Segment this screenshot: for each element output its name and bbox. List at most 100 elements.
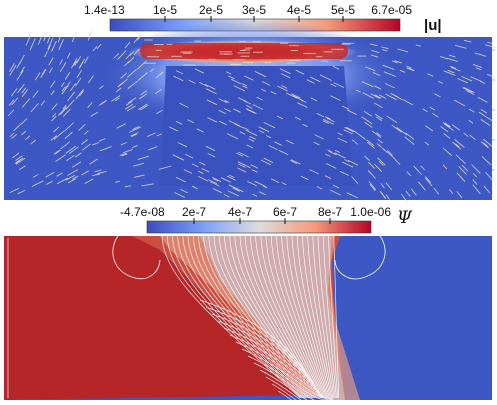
velocity-arrow — [478, 111, 484, 116]
velocity-arrow — [310, 76, 321, 83]
velocity-arrow — [66, 155, 75, 162]
streamline — [271, 383, 333, 405]
velocity-arrow — [68, 146, 79, 154]
velocity-arrow — [396, 127, 408, 136]
streamline — [259, 369, 331, 405]
velocity-arrow — [463, 132, 469, 138]
velocity-arrow — [98, 138, 106, 142]
velocity-arrow — [297, 102, 308, 108]
velocity-arrow — [127, 80, 138, 89]
velocity-field-panel — [4, 20, 497, 204]
velocity-arrow — [59, 59, 63, 65]
velocity-arrow — [120, 72, 127, 79]
streamline — [247, 355, 329, 400]
velocity-arrow — [87, 29, 93, 41]
velocity-arrow — [245, 129, 258, 137]
velocity-arrow — [131, 145, 138, 149]
velocity-arrow — [256, 96, 263, 101]
velocity-arrow — [233, 85, 246, 92]
streamline — [234, 235, 317, 399]
velocity-arrow — [442, 164, 448, 170]
velocity-arrow — [371, 49, 380, 54]
streamline — [322, 235, 337, 399]
velocity-arrow — [92, 46, 98, 52]
streamline — [203, 235, 310, 399]
velocity-arrow — [146, 132, 156, 138]
velocity-arrow — [116, 123, 126, 129]
velocity-arrow — [418, 181, 426, 191]
velocity-arrow — [18, 165, 26, 171]
velocity-arrow — [351, 139, 358, 145]
velocity-arrow — [316, 112, 324, 118]
velocity-arrow — [346, 109, 357, 116]
velocity-arrow — [325, 116, 331, 120]
velocity-arrow — [381, 46, 389, 50]
velocity-arrow — [43, 31, 48, 41]
streamline — [265, 235, 324, 399]
streamline — [265, 376, 332, 405]
velocity-arrow — [238, 163, 246, 168]
velocity-arrow — [198, 170, 204, 175]
velocity-arrow — [382, 64, 395, 70]
velocity-arrow — [45, 180, 53, 185]
streamline — [317, 235, 336, 399]
velocity-arrow — [239, 131, 246, 135]
velocity-arrow — [380, 183, 385, 189]
velocity-arrow — [326, 117, 335, 123]
velocity-arrow — [424, 141, 430, 146]
velocity-arrow — [364, 121, 373, 128]
velocity-arrow — [290, 159, 301, 165]
velocity-arrow — [48, 57, 54, 66]
velocity-arrow — [371, 130, 382, 139]
velocity-arrow — [468, 119, 474, 124]
velocity-arrow — [322, 118, 335, 125]
velocity-arrow — [370, 93, 381, 99]
velocity-arrow — [21, 130, 27, 136]
velocity-arrow — [475, 67, 482, 71]
velocity-arrow — [466, 90, 475, 95]
velocity-arrow — [433, 187, 440, 195]
velocity-arrow — [90, 111, 99, 117]
velocity-arrow — [233, 108, 241, 113]
velocity-arrow — [11, 133, 17, 140]
right-axis-ticks — [492, 49, 495, 171]
velocity-arrow — [332, 65, 340, 70]
velocity-arrow — [111, 95, 121, 102]
velocity-arrow — [415, 44, 422, 47]
velocity-arrow — [241, 83, 248, 87]
velocity-arrow — [472, 184, 481, 195]
velocity-arrow — [9, 62, 15, 73]
velocity-arrow — [224, 99, 230, 103]
velocity-arrow — [462, 87, 473, 93]
velocity-arrow — [334, 152, 346, 159]
velocity-arrow — [62, 104, 67, 110]
velocity-arrow — [156, 109, 163, 115]
velocity-arrow — [130, 132, 139, 137]
streamline — [276, 235, 327, 399]
velocity-arrow — [53, 126, 60, 133]
streamline — [224, 235, 315, 399]
velocity-arrow — [377, 138, 383, 144]
velocity-arrow — [454, 139, 465, 148]
velocity-arrow — [400, 193, 409, 204]
velocity-arrow — [32, 174, 39, 178]
velocity-arrow — [175, 120, 183, 125]
velocity-arrow — [374, 113, 383, 120]
velocity-arrow — [76, 55, 81, 64]
velocity-arrow — [114, 97, 120, 102]
velocity-arrow — [242, 85, 248, 89]
velocity-arrow — [62, 108, 71, 117]
velocity-arrow — [87, 102, 93, 108]
velocity-arrow — [443, 133, 451, 139]
velocity-arrow — [172, 154, 185, 161]
velocity-arrow — [65, 145, 77, 154]
velocity-arrow — [89, 158, 98, 165]
streamline — [260, 235, 323, 399]
velocity-arrow — [97, 170, 107, 174]
velocity-arrow — [54, 149, 62, 155]
velocity-arrow — [285, 139, 294, 145]
velocity-arrow — [149, 68, 154, 73]
velocity-arrow — [483, 185, 491, 194]
velocity-arrow — [383, 71, 396, 77]
velocity-arrow — [487, 73, 496, 78]
